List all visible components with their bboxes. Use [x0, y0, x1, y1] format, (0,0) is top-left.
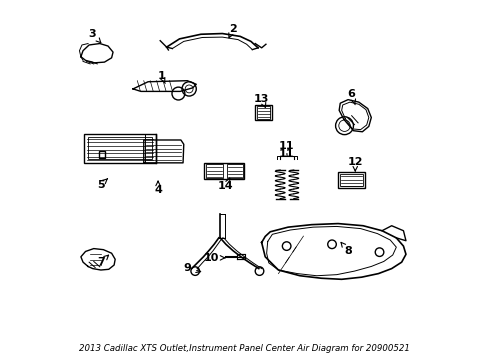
- Bar: [84, 134, 156, 163]
- Text: 2: 2: [228, 24, 237, 38]
- Text: 11: 11: [278, 149, 294, 159]
- Text: 7: 7: [97, 255, 108, 267]
- Text: 14: 14: [218, 178, 233, 192]
- Text: 12: 12: [347, 157, 362, 171]
- Bar: [204, 163, 244, 179]
- Text: 6: 6: [347, 89, 355, 105]
- Text: 2013 Cadillac XTS Outlet,Instrument Panel Center Air Diagram for 20900521: 2013 Cadillac XTS Outlet,Instrument Pane…: [79, 344, 409, 353]
- Text: 9: 9: [183, 262, 200, 273]
- Bar: [205, 164, 223, 178]
- Bar: [257, 107, 270, 118]
- Text: 10: 10: [203, 253, 224, 263]
- Text: 3: 3: [88, 28, 101, 43]
- Text: 13: 13: [253, 94, 269, 107]
- Text: 4: 4: [154, 181, 162, 195]
- Text: 1: 1: [158, 71, 165, 84]
- Text: 11: 11: [278, 141, 294, 156]
- Bar: [88, 137, 151, 159]
- Bar: [337, 172, 365, 188]
- Bar: [340, 174, 363, 186]
- Text: 8: 8: [340, 242, 351, 256]
- Text: 5: 5: [97, 179, 107, 190]
- Bar: [226, 164, 242, 178]
- Bar: [99, 151, 105, 158]
- Bar: [255, 105, 272, 120]
